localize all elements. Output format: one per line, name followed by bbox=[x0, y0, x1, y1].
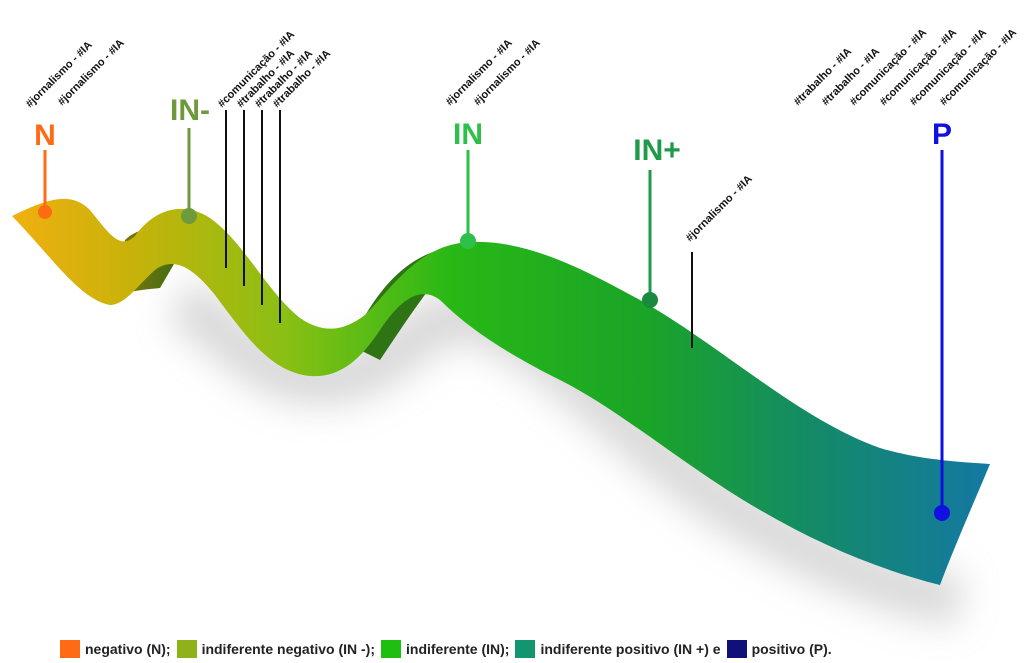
legend-swatch bbox=[726, 640, 747, 658]
marker-in-minus: IN- bbox=[170, 94, 210, 224]
legend-item-indiferente: indiferente (IN); bbox=[381, 640, 509, 658]
legend-label: indiferente negativo (IN -); bbox=[201, 641, 376, 657]
legend-label: positivo (P). bbox=[751, 641, 832, 657]
marker-in-label: IN bbox=[453, 118, 483, 151]
n-tags: #jornalismo - #IA #jornalismo - #IA bbox=[24, 37, 127, 110]
marker-n-label: N bbox=[34, 119, 56, 152]
legend-label: negativo (N); bbox=[85, 641, 171, 657]
in-minus-tags: #comunicação - #IA #trabalho - #IA #trab… bbox=[216, 29, 334, 111]
legend-swatch bbox=[60, 640, 80, 658]
legend-item-negativo: negativo (N); bbox=[60, 640, 171, 658]
legend: negativo (N); indiferente negativo (IN -… bbox=[60, 640, 832, 658]
legend-item-positivo: positivo (P). bbox=[726, 640, 832, 658]
in-tags: #jornalismo - #IA #jornalismo - #IA bbox=[444, 37, 543, 108]
marker-in-plus-label: IN+ bbox=[633, 134, 681, 167]
marker-p: P bbox=[932, 118, 952, 521]
marker-in-minus-label: IN- bbox=[170, 94, 210, 127]
legend-item-indiferente-negativo: indiferente negativo (IN -); bbox=[176, 640, 376, 658]
marker-in: IN bbox=[453, 118, 483, 249]
marker-in-minus-dot bbox=[181, 208, 197, 224]
marker-in-dot bbox=[460, 233, 476, 249]
marker-n-dot bbox=[38, 205, 52, 219]
marker-p-label: P bbox=[932, 118, 952, 151]
p-tags: #trabalho - #IA #trabalho - #IA #comunic… bbox=[792, 27, 1020, 109]
marker-n: N bbox=[34, 119, 56, 219]
legend-label: indiferente (IN); bbox=[406, 641, 510, 657]
tag-label: #jornalismo - #IA bbox=[684, 173, 755, 244]
marker-in-plus: IN+ bbox=[633, 134, 681, 308]
marker-p-dot bbox=[934, 505, 950, 521]
legend-swatch bbox=[381, 640, 402, 658]
legend-label: indiferente positivo (IN +) e bbox=[540, 641, 721, 657]
marker-in-plus-dot bbox=[642, 292, 658, 308]
in-minus-tag-lines bbox=[225, 110, 281, 323]
legend-swatch bbox=[515, 640, 536, 658]
legend-item-indiferente-positivo: indiferente positivo (IN +) e bbox=[515, 640, 721, 658]
ribbon-surface bbox=[12, 198, 990, 585]
legend-swatch bbox=[176, 640, 197, 658]
in-plus-tags: #jornalismo - #IA bbox=[684, 173, 755, 244]
